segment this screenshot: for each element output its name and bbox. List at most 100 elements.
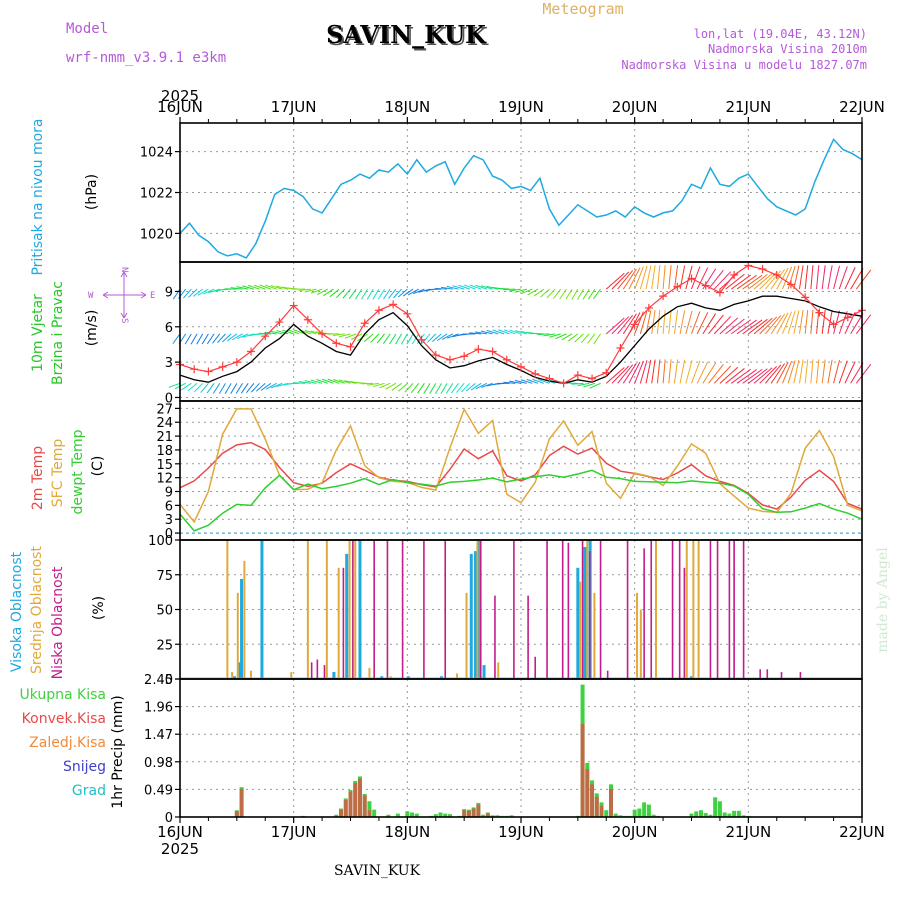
wind-arrow [465,382,476,392]
wind-arrow [833,359,841,384]
cloud-title-1: Visoka Oblacnost [9,551,25,672]
wind-gust-marker [673,282,682,291]
wind-arrow [458,284,471,290]
wind-arrow [417,383,425,394]
wind-arrow [673,359,679,384]
wind-gust-marker [303,315,312,324]
wind-gust-marker [545,374,554,383]
precip-conv-bar [353,783,358,817]
y-tick-label: 3 [165,356,173,371]
wind-gust-marker [346,342,355,351]
precip-legend-item: Ukupna Kisa [19,687,106,703]
high-cloud-bar [583,546,587,679]
wind-arrow [423,383,431,394]
low-cloud-bar [567,542,570,679]
wind-arrow [617,314,634,335]
precip-total-bar [604,810,609,817]
wind-arrow [765,315,782,335]
temp-title-2: SFC Temp [50,439,66,508]
precip-total-bar [490,815,495,817]
wind-gust-marker [318,329,327,338]
precip-total-bar [698,810,703,817]
precip-total-bar [689,813,694,817]
wind-arrow [645,359,652,384]
wind-arrow [385,382,397,390]
wind-gust-marker [531,369,540,378]
wind-arrow [549,333,561,338]
wind-arrow [787,310,796,335]
low-cloud-bar [799,672,802,679]
low-cloud-bar [310,662,313,679]
wind-arrow [354,288,363,300]
x-tick-label-top: 19JUN [498,98,544,116]
mid-cloud-bar [348,540,351,679]
wind-gust-marker [786,280,795,289]
high-cloud-bar [406,676,410,679]
wind-gust-marker [602,368,611,377]
wind-arrow [685,265,693,290]
wind-arrow [395,333,403,345]
precip-total-bar [642,802,647,817]
footer-station: SAVIN_KUK [334,863,421,879]
precip-total-bar [443,813,448,817]
wind-gust-marker [232,358,241,367]
wind-arrow [639,265,648,290]
wind-legend-south: S [119,318,129,323]
wind-arrow [276,330,289,335]
mid-cloud-bar [465,592,468,679]
wind-arrow [821,265,826,290]
y-tick-label: 9 [165,285,173,300]
wind-legend-west: W [88,291,94,301]
low-cloud-bar [650,540,653,679]
y-tick-label: 1.47 [144,728,173,743]
wind-arrow [316,288,328,295]
precip-total-bar [741,815,746,817]
wind-gust-marker [332,339,341,348]
wind-arrow [410,383,420,394]
wind-arrow [798,359,804,384]
wind-arrow [838,266,848,290]
wind-arrow [429,383,437,394]
wind-arrow [398,288,408,298]
wind-arrow [827,359,833,384]
wind-arrow [833,310,841,334]
wind-arrow [187,288,198,298]
wind-arrow [765,270,782,290]
low-cloud-bar [423,540,425,679]
high-cloud-bar [690,676,693,679]
wind-arrow [411,333,420,345]
precip-total-bar [438,812,443,817]
mid-cloud-bar [354,540,357,679]
wind-arrow [206,383,215,394]
grid-layer [180,123,862,818]
station-title: SAVIN_KUK [326,20,487,49]
pressure-title: Pritisak na nivou mora [30,118,46,275]
low-cloud-bar [546,540,548,679]
wind-arrow [376,333,385,344]
wind-arrow [183,288,192,299]
precip-unit: 1hr Precip (mm) [110,695,126,808]
x-tick-label-bottom: 18JUN [384,823,430,841]
mid-cloud-bar [579,581,582,679]
precip-conv-bar [234,811,239,817]
low-cloud-bar [709,540,712,679]
wind-gust-marker [374,306,383,315]
wind-arrow [323,288,334,297]
wind-arrow [611,365,630,384]
precip-legend-item: Grad [72,783,106,799]
precip-total-bar [708,814,713,817]
high-cloud-bar [260,540,264,679]
dewpoint-line [179,469,863,532]
mid-cloud-bar [236,592,239,679]
wind-arrow [193,382,204,393]
wind-arrow [565,288,573,300]
wind-arrow [546,288,556,299]
wind-arrow [388,288,397,299]
y-tick-label: 15 [156,458,173,473]
y-tick-label: 50 [156,604,173,619]
wind-arrow [206,333,215,345]
wind-arrow [486,329,499,335]
wind-arrow [622,313,637,335]
wind-gust-marker [801,293,810,302]
wind-arrow [398,382,408,392]
